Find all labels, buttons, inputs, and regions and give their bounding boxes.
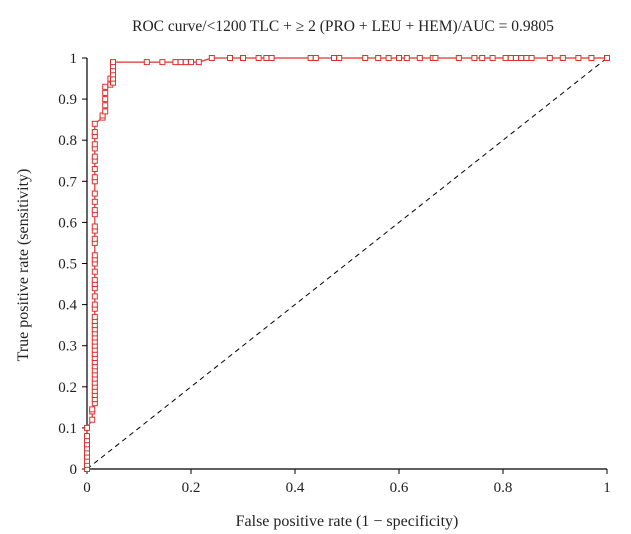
roc-point-marker [502, 55, 509, 61]
roc-point-marker [91, 166, 98, 172]
roc-point-marker [89, 406, 96, 413]
roc-point-marker [91, 207, 98, 214]
roc-point-marker [91, 313, 98, 320]
roc-point-marker [471, 55, 478, 61]
x-tick-label: 0.2 [182, 480, 201, 496]
roc-point-marker [172, 59, 179, 66]
y-tick-label: 0.3 [58, 339, 77, 355]
roc-point-marker [455, 55, 462, 61]
roc-point-marker [177, 59, 184, 66]
roc-point-marker [91, 301, 98, 308]
roc-point-marker [513, 55, 519, 61]
y-tick-label: 0.9 [58, 92, 77, 108]
chart-title: ROC curve/<1200 TLC + ≥ 2 (PRO + LEU + H… [132, 18, 554, 35]
roc-point-marker [575, 55, 582, 61]
roc-point-marker [240, 55, 246, 61]
roc-point-marker [195, 59, 202, 66]
roc-point-marker [91, 153, 98, 160]
x-tick-label: 0.4 [286, 480, 305, 496]
x-tick-label: 0 [83, 480, 91, 496]
roc-point-marker [336, 55, 343, 61]
roc-point-marker [89, 416, 96, 423]
roc-point-marker [102, 102, 109, 109]
roc-point-marker [110, 59, 116, 66]
roc-point-marker [312, 55, 319, 61]
roc-point-marker [227, 55, 233, 61]
roc-point-marker [91, 174, 98, 181]
roc-point-marker [143, 59, 150, 66]
roc-point-marker [91, 120, 98, 127]
x-tick-label: 1 [603, 480, 611, 496]
roc-point-marker [559, 55, 566, 61]
y-axis-label: True positive rate (sensitivity) [15, 169, 32, 362]
roc-point-marker [208, 55, 215, 61]
roc-point-marker [528, 55, 535, 61]
y-tick-label: 0.8 [58, 133, 77, 149]
roc-point-marker [159, 59, 166, 66]
y-tick-label: 0.4 [58, 298, 77, 314]
roc-point-marker [188, 59, 194, 66]
y-tick-label: 0.5 [58, 257, 77, 273]
roc-point-marker [268, 55, 275, 61]
roc-point-marker [263, 55, 270, 61]
x-tick-label: 0.6 [390, 480, 409, 496]
y-tick-label: 0.1 [58, 421, 77, 437]
roc-point-marker [102, 89, 109, 96]
roc-point-marker [255, 55, 262, 61]
roc-point-marker [416, 55, 423, 61]
roc-point-marker [91, 198, 98, 205]
roc-point-marker [307, 55, 314, 61]
roc-point-marker [102, 108, 109, 115]
y-tick-label: 0.7 [58, 174, 77, 190]
roc-point-marker [91, 141, 98, 148]
roc-point-marker [91, 276, 98, 283]
roc-point-marker [396, 55, 402, 61]
roc-point-marker [91, 293, 98, 300]
plot-area: 0 0.2 0.4 0.6 0.8 1 0 0.1 0.2 0.3 0.4 0.5 0.6 0.7 0.8 0… [58, 51, 611, 496]
roc-point-marker [479, 55, 486, 61]
roc-point-marker [604, 55, 610, 61]
roc-point-marker [84, 424, 90, 431]
roc-point-marker [102, 96, 109, 103]
y-tick-label: 1 [70, 51, 78, 67]
roc-point-marker [91, 190, 98, 197]
roc-point-marker [102, 83, 109, 90]
roc-point-marker [91, 129, 98, 135]
roc-point-marker [375, 55, 382, 61]
roc-point-marker [385, 55, 392, 61]
reference-diagonal-line [86, 57, 608, 470]
roc-point-marker [403, 55, 410, 61]
roc-point-marker [91, 223, 98, 230]
y-tick-label: 0 [70, 462, 78, 478]
roc-point-marker [518, 55, 525, 61]
x-tick-label: 0.8 [494, 480, 513, 496]
roc-point-marker [91, 235, 98, 242]
roc-point-marker [546, 55, 553, 61]
roc-point-marker [331, 55, 337, 61]
roc-point-marker [507, 55, 514, 61]
roc-point-marker [362, 55, 369, 61]
roc-point-marker [588, 55, 595, 61]
roc-point-marker [432, 55, 439, 61]
x-axis-label: False positive rate (1 − specificity) [236, 513, 459, 530]
y-tick-label: 0.2 [58, 380, 77, 396]
roc-point-marker [91, 268, 98, 275]
y-tick-label: 0.6 [58, 215, 77, 231]
roc-point-marker [84, 433, 90, 440]
roc-point-marker [91, 252, 98, 259]
roc-point-marker [182, 59, 189, 66]
roc-point-marker [523, 55, 530, 61]
roc-point-marker [489, 55, 496, 61]
